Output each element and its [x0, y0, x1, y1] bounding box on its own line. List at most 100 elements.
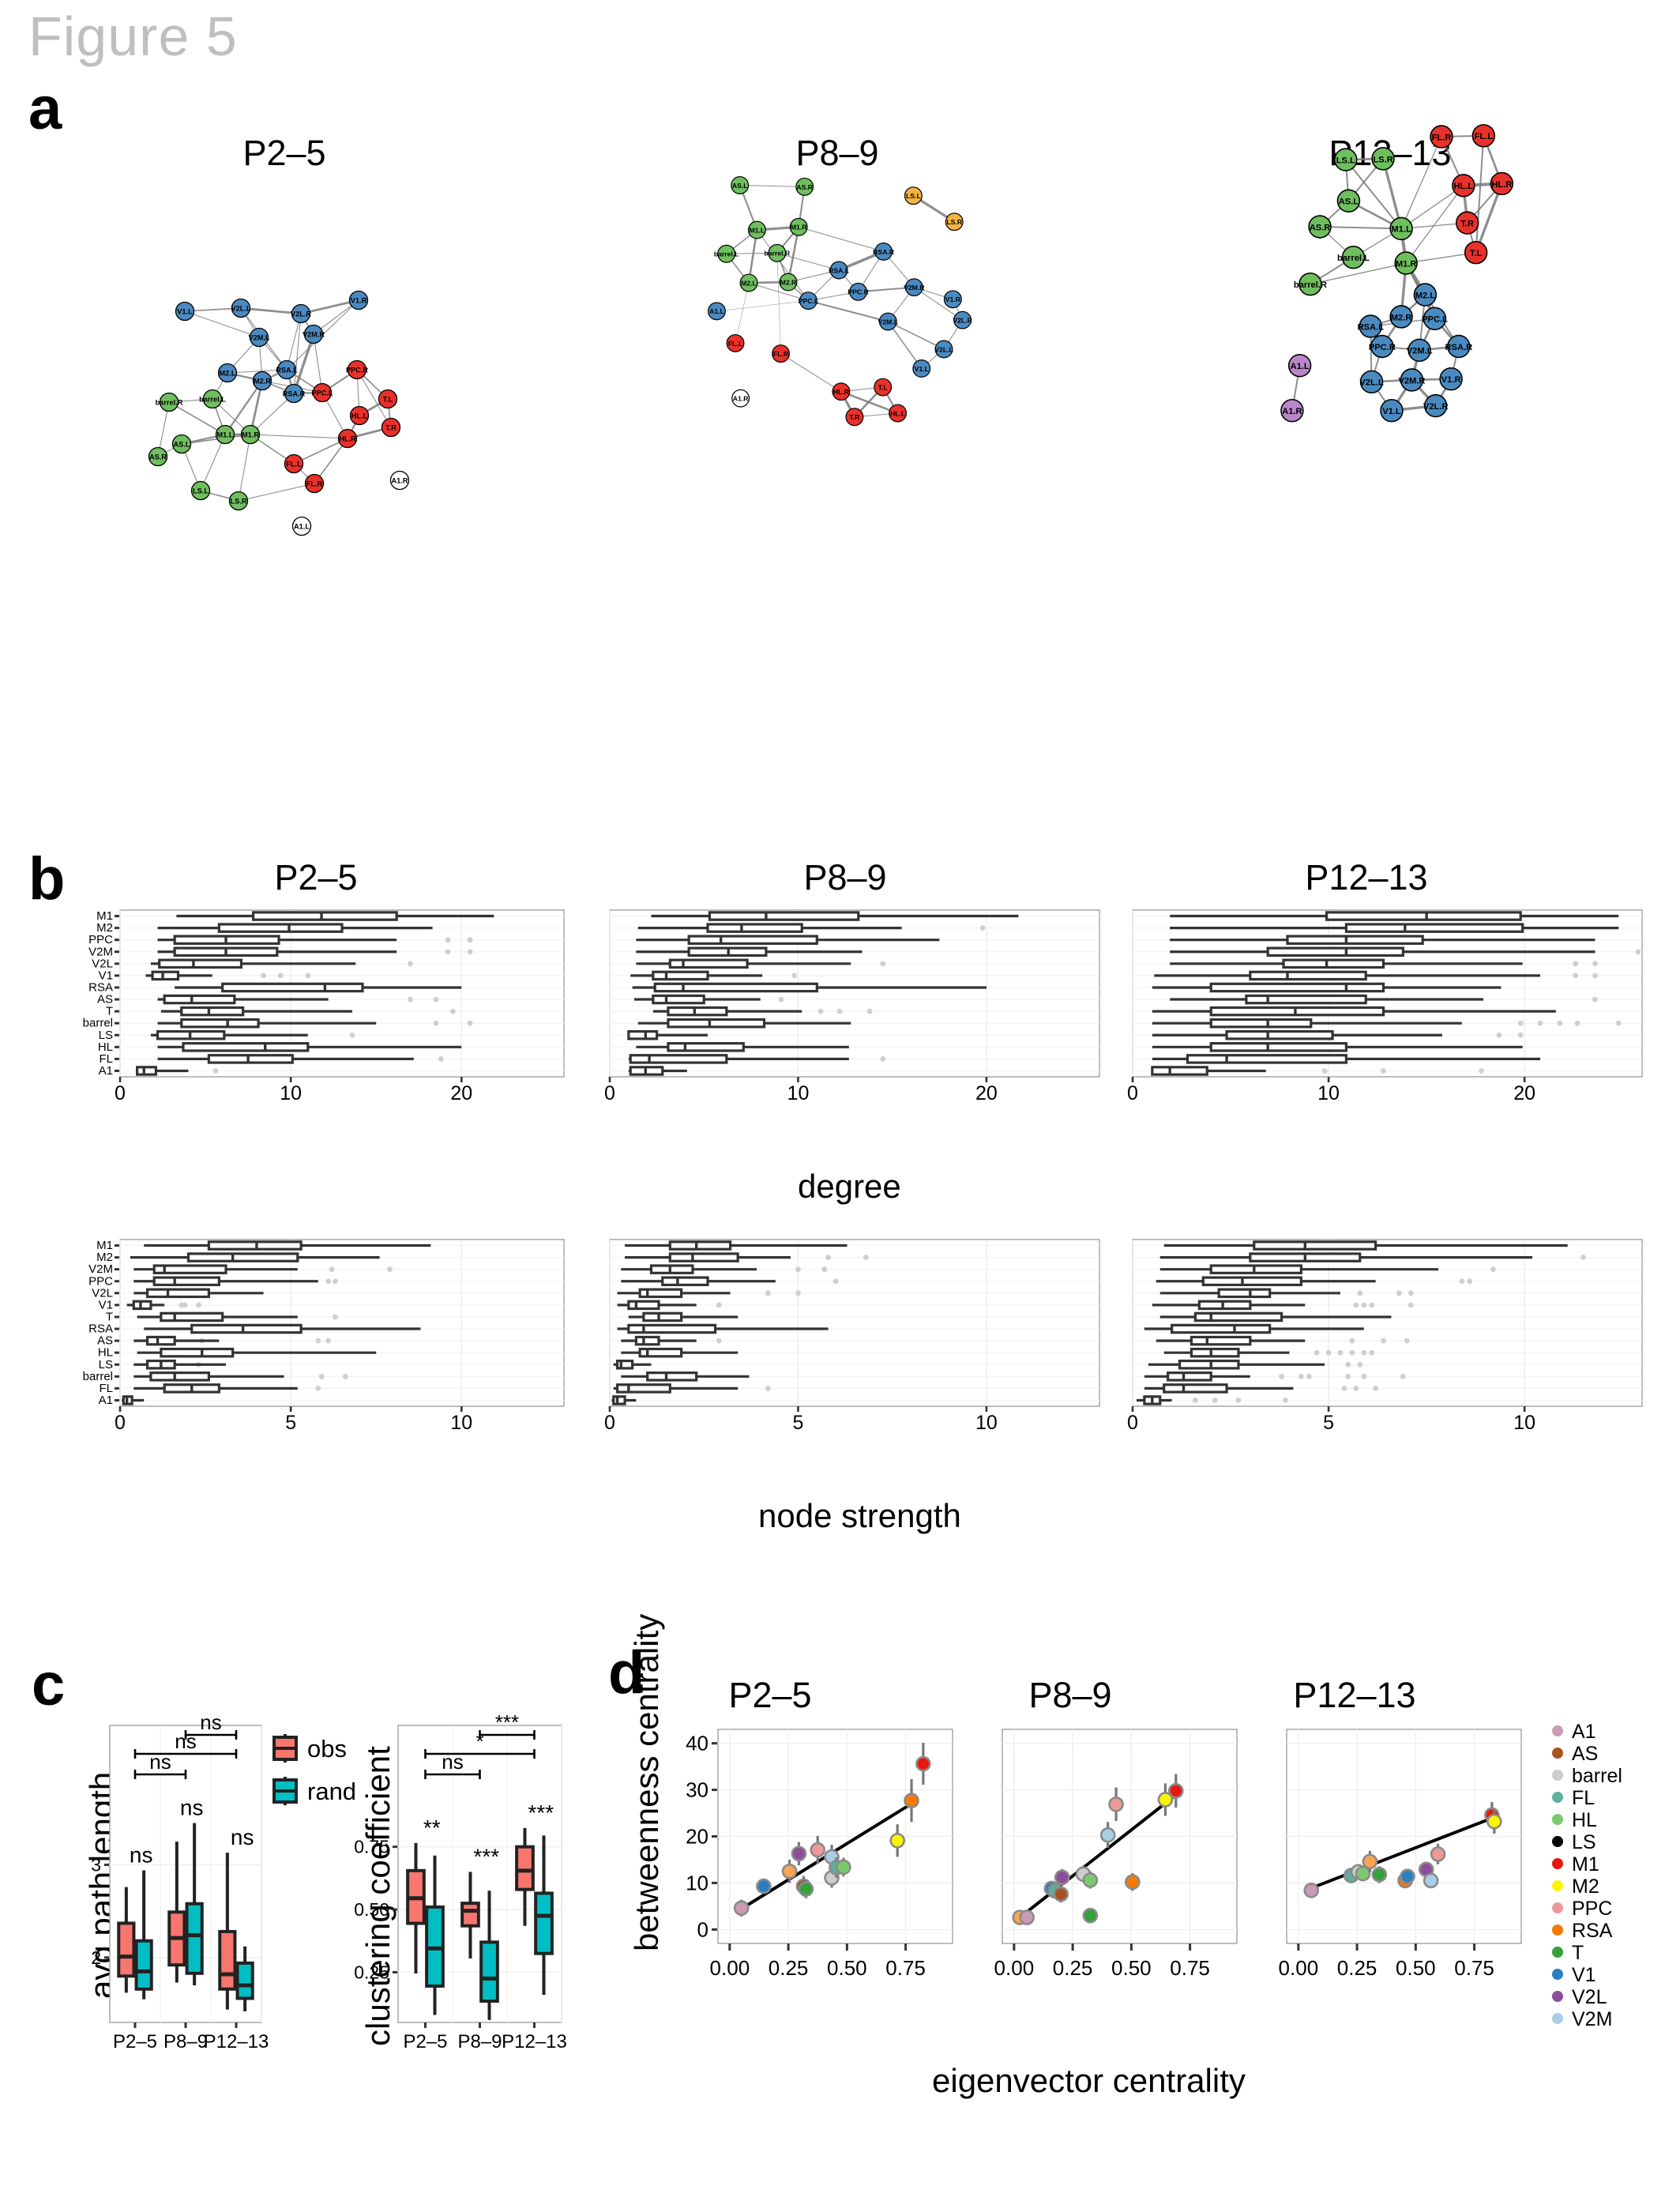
- svg-text:0.75: 0.75: [1454, 1956, 1494, 1980]
- svg-text:5: 5: [285, 1412, 296, 1434]
- svg-text:V1: V1: [99, 969, 113, 982]
- svg-text:0.50: 0.50: [1396, 1956, 1436, 1980]
- svg-text:rand: rand: [307, 1778, 356, 1805]
- svg-text:V1: V1: [99, 1298, 113, 1311]
- svg-text:M1.L: M1.L: [217, 431, 234, 439]
- svg-text:V2L: V2L: [92, 1286, 113, 1300]
- eigenvector-axis-title: eigenvector centrality: [932, 2062, 1246, 2099]
- svg-text:A1.R: A1.R: [733, 395, 749, 403]
- network-graph-p12-13: LS.L LS.R AS.L AS.R M1.L M1.R barrel.L barrel.R…: [1280, 124, 1514, 423]
- network-graph-p8-9: AS.L AS.R M1.L M1.R barrel.L barrel.R M2.L M2.R…: [708, 176, 973, 427]
- svg-text:T: T: [1572, 1942, 1584, 1964]
- svg-text:HL: HL: [1572, 1809, 1597, 1831]
- svg-text:V2M.L: V2M.L: [248, 334, 269, 342]
- svg-text:RSA: RSA: [88, 980, 113, 994]
- svg-text:M1.L: M1.L: [1391, 225, 1411, 235]
- figure-title: Figure 5: [28, 6, 238, 67]
- svg-text:V1.R: V1.R: [351, 297, 367, 305]
- svg-text:M1.L: M1.L: [750, 226, 765, 234]
- svg-text:V1.R: V1.R: [1441, 375, 1461, 385]
- svg-text:AS.L: AS.L: [1339, 198, 1359, 207]
- svg-text:LS.R: LS.R: [231, 498, 247, 506]
- svg-text:obs: obs: [307, 1735, 347, 1763]
- svg-text:RSA.L: RSA.L: [1358, 322, 1385, 332]
- svg-text:PPC: PPC: [1572, 1898, 1612, 1920]
- svg-text:V2L.L: V2L.L: [1359, 378, 1384, 388]
- svg-text:LS.L: LS.L: [193, 487, 209, 495]
- network-graph-p2-5: V1.L V2L.L V2L.R V1.R V2M.L V2M.R M2.L M2.R RSA.…: [148, 290, 410, 536]
- svg-text:ns: ns: [130, 1842, 153, 1867]
- svg-text:0.25: 0.25: [769, 1956, 809, 1980]
- svg-text:A1.R: A1.R: [1282, 407, 1302, 416]
- svg-text:barrel.R: barrel.R: [764, 250, 790, 258]
- svg-text:V2M: V2M: [88, 1262, 113, 1276]
- svg-text:10: 10: [975, 1412, 998, 1434]
- svg-text:0: 0: [1127, 1082, 1138, 1104]
- svg-text:PPC.L: PPC.L: [1422, 315, 1448, 325]
- svg-text:LS.R: LS.R: [1373, 155, 1392, 164]
- svg-text:V1.L: V1.L: [915, 365, 930, 373]
- betweenness-axis-title: betweenness centrality: [628, 1613, 665, 1951]
- svg-text:T.R: T.R: [1460, 219, 1474, 228]
- svg-text:RSA.L: RSA.L: [829, 266, 850, 274]
- svg-text:0: 0: [115, 1082, 126, 1104]
- svg-text:PPC.L: PPC.L: [799, 297, 819, 305]
- svg-text:HL.L: HL.L: [351, 412, 368, 420]
- svg-text:HL.L: HL.L: [1453, 182, 1473, 191]
- svg-text:0.25: 0.25: [354, 1962, 389, 1982]
- svg-text:V2L: V2L: [92, 957, 113, 970]
- svg-text:40: 40: [686, 1732, 708, 1755]
- svg-text:LS.L: LS.L: [906, 192, 921, 200]
- svg-text:HL: HL: [98, 1346, 113, 1360]
- svg-text:RSA.R: RSA.R: [283, 390, 306, 398]
- svg-text:LS.R: LS.R: [946, 218, 962, 226]
- svg-text:HL.R: HL.R: [1491, 180, 1512, 190]
- svg-text:V1: V1: [1572, 1964, 1596, 1986]
- svg-text:T.R: T.R: [849, 413, 860, 421]
- svg-text:0.25: 0.25: [1337, 1956, 1377, 1980]
- svg-text:0: 0: [1127, 1412, 1138, 1434]
- svg-text:0.75: 0.75: [354, 1837, 389, 1857]
- scatter-p2-5: 0 10 20 30 40 0.00 0.25 0.50 0.75: [686, 1729, 953, 1980]
- svg-text:M1: M1: [1572, 1853, 1599, 1876]
- panel-letter-b: b: [28, 845, 66, 912]
- svg-text:10: 10: [686, 1871, 708, 1894]
- svg-text:5: 5: [1323, 1412, 1334, 1434]
- boxplot-degree-p12-13: 0 10 20: [1127, 909, 1643, 1104]
- svg-text:barrel: barrel: [83, 1370, 113, 1383]
- svg-text:PPC: PPC: [88, 933, 113, 946]
- svg-text:barrel: barrel: [83, 1017, 113, 1030]
- svg-text:0.75: 0.75: [885, 1956, 926, 1980]
- svg-text:20: 20: [686, 1825, 708, 1849]
- svg-text:P12–13: P12–13: [502, 2031, 567, 2052]
- svg-text:V2M.L: V2M.L: [1407, 347, 1433, 356]
- panel-d-title-0: P2–5: [728, 1675, 812, 1715]
- svg-text:*: *: [475, 1729, 483, 1753]
- panel-b-title-2: P12–13: [1305, 857, 1428, 897]
- svg-text:5: 5: [793, 1412, 804, 1434]
- svg-text:A1: A1: [99, 1064, 113, 1078]
- svg-text:0.50: 0.50: [827, 1956, 867, 1980]
- svg-text:10: 10: [1317, 1082, 1340, 1104]
- svg-text:AS: AS: [97, 1334, 113, 1348]
- svg-text:V2L.L: V2L.L: [934, 345, 953, 353]
- boxplot-degree-p8-9: 0 10 20: [604, 909, 1100, 1104]
- svg-text:ns: ns: [180, 1796, 204, 1820]
- panel-d-title-2: P12–13: [1293, 1675, 1416, 1715]
- svg-text:AS: AS: [97, 993, 113, 1006]
- panel-letter-a: a: [28, 75, 62, 142]
- svg-text:M1.R: M1.R: [1396, 259, 1417, 269]
- svg-text:HL.R: HL.R: [339, 435, 356, 443]
- svg-text:PPC: PPC: [88, 1274, 113, 1288]
- svg-text:M2.L: M2.L: [741, 279, 757, 287]
- svg-text:0: 0: [115, 1412, 126, 1434]
- svg-text:FL.R: FL.R: [773, 350, 789, 358]
- svg-text:RSA.L: RSA.L: [276, 367, 298, 374]
- scatter-p8-9: 0.00 0.25 0.50 0.75: [994, 1729, 1238, 1980]
- svg-text:T: T: [106, 1005, 113, 1018]
- svg-text:10: 10: [1513, 1412, 1535, 1434]
